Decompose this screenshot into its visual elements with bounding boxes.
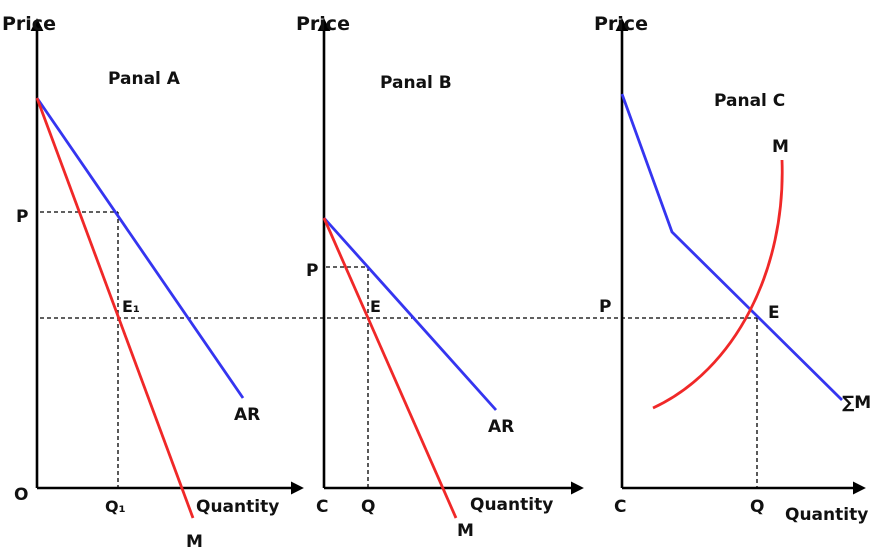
panel-c-price-tick: P: [599, 297, 611, 317]
panel-c-m-label: M: [772, 137, 789, 157]
panel-a-equilibrium-label: E₁: [122, 297, 140, 316]
panel-a-m-line: [35, 97, 195, 519]
panel-c-m-curve: [652, 159, 784, 410]
panel-a-x-axis-label: Quantity: [196, 497, 279, 517]
panel-b-ar-label: AR: [488, 417, 514, 437]
panel-b-quantity-tick: Q: [361, 497, 375, 517]
panel-b-x-axis-label: Quantity: [470, 495, 553, 515]
panel-b-equilibrium-label: E: [370, 297, 381, 316]
panel-b-m-label: M: [457, 521, 474, 541]
panel-c-origin-label: C: [614, 497, 626, 517]
panel-a: Price Panal A P E₁ AR O Q₁ Quantity M: [2, 13, 304, 552]
panel-a-m-label: M: [186, 532, 203, 552]
panel-c-title: Panal C: [714, 91, 785, 111]
panel-b-m-line: [322, 217, 458, 519]
panel-b-title: Panal B: [380, 73, 452, 93]
panel-c-equilibrium-label: E: [768, 303, 780, 323]
panel-b: Price Panal B P E AR C Q Quantity M: [296, 13, 584, 541]
panel-c-sum-m-line: [620, 93, 843, 401]
panel-b-ar-line: [322, 217, 498, 411]
panel-a-title: Panal A: [108, 69, 181, 89]
panel-a-quantity-tick: Q₁: [105, 497, 126, 516]
panel-c: Price Panal C M P E ∑M C Q Quantity: [594, 13, 871, 525]
panel-b-origin-label: C: [316, 497, 328, 517]
panel-c-quantity-tick: Q: [750, 497, 764, 517]
panel-c-x-axis-label: Quantity: [785, 505, 868, 525]
panel-b-price-tick: P: [306, 261, 318, 281]
panel-a-y-axis-label: Price: [2, 13, 56, 35]
panel-c-y-axis-label: Price: [594, 13, 648, 35]
panel-a-price-tick: P: [16, 207, 28, 227]
panel-a-ar-line: [35, 97, 245, 399]
panel-b-y-axis-label: Price: [296, 13, 350, 35]
panel-a-ar-label: AR: [234, 405, 260, 425]
panel-a-origin-label: O: [14, 485, 28, 505]
panel-c-sum-m-label: ∑M: [842, 393, 871, 413]
